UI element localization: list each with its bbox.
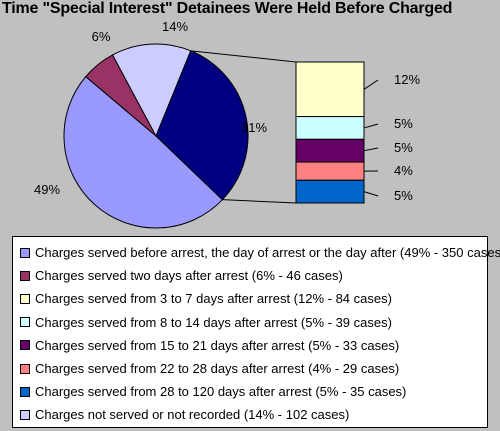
- legend-label: Charges served from 22 to 28 days after …: [35, 361, 400, 377]
- connector-line-bottom: [222, 199, 297, 204]
- legend-item: Charges served two days after arrest (6%…: [20, 264, 487, 287]
- breakdown-bar-segment-1: [295, 116, 365, 140]
- legend-item: Charges served before arrest, the day of…: [20, 241, 500, 264]
- legend-item: Charges served from 3 to 7 days after ar…: [20, 287, 487, 310]
- breakdown-leader-line-2: [363, 147, 379, 152]
- breakdown-leader-line-1: [363, 123, 379, 129]
- legend-item: Charges served from 28 to 120 days after…: [20, 380, 487, 403]
- pie-slice-2: [111, 43, 192, 138]
- breakdown-bar-segment-3: [295, 161, 365, 181]
- breakdown-bar-segment-4: [295, 179, 365, 204]
- legend-label: Charges served from 28 to 120 days after…: [35, 384, 407, 400]
- legend-label: Charges not served or not recorded (14% …: [35, 407, 350, 423]
- pie-data-label-1: 6%: [92, 29, 111, 44]
- legend-swatch: [20, 363, 30, 374]
- legend-swatch: [20, 409, 30, 420]
- legend-item: Charges served from 8 to 14 days after a…: [20, 311, 487, 334]
- legend-label: Charges served from 3 to 7 days after ar…: [35, 291, 392, 307]
- breakdown-leader-line-4: [363, 191, 379, 197]
- pie-data-label-0: 49%: [34, 182, 60, 197]
- pie-slice-0: [63, 75, 224, 229]
- breakdown-data-label-2: 5%: [394, 140, 413, 155]
- legend-swatch: [20, 386, 30, 397]
- legend-item: Charges served from 15 to 21 days after …: [20, 334, 487, 357]
- legend-label: Charges served from 15 to 21 days after …: [35, 337, 400, 353]
- breakdown-data-label-3: 4%: [394, 163, 413, 178]
- breakdown-bar-segment-0: [295, 61, 365, 118]
- chart-title: Time "Special Interest" Detainees Were H…: [2, 0, 453, 17]
- legend-label: Charges served two days after arrest (6%…: [35, 268, 343, 284]
- breakdown-data-label-1: 5%: [394, 116, 413, 131]
- breakdown-data-label-4: 5%: [394, 188, 413, 203]
- breakdown-data-label-0: 12%: [394, 72, 420, 87]
- legend-swatch: [20, 247, 30, 258]
- pie-data-label-3: 31%: [241, 120, 267, 135]
- pie-slice-3: [155, 50, 249, 201]
- legend-label: Charges served before arrest, the day of…: [35, 245, 500, 261]
- connector-line-top: [190, 50, 297, 63]
- legend-swatch: [20, 270, 30, 281]
- pie-of-bar-chart: 49% 6% 14% 31% 12% 5% 5% 4% 5%: [34, 19, 420, 229]
- legend-swatch: [20, 317, 30, 328]
- pie-data-label-2: 14%: [162, 19, 188, 34]
- breakdown-bar-segment-2: [295, 138, 365, 163]
- chart-legend: Charges served before arrest, the day of…: [12, 236, 500, 428]
- legend-item: Charges not served or not recorded (14% …: [20, 403, 487, 426]
- breakdown-leader-line-0: [363, 79, 379, 90]
- legend-swatch: [20, 340, 30, 351]
- legend-label: Charges served from 8 to 14 days after a…: [35, 314, 392, 330]
- legend-item: Charges served from 22 to 28 days after …: [20, 357, 487, 380]
- legend-swatch: [20, 293, 30, 304]
